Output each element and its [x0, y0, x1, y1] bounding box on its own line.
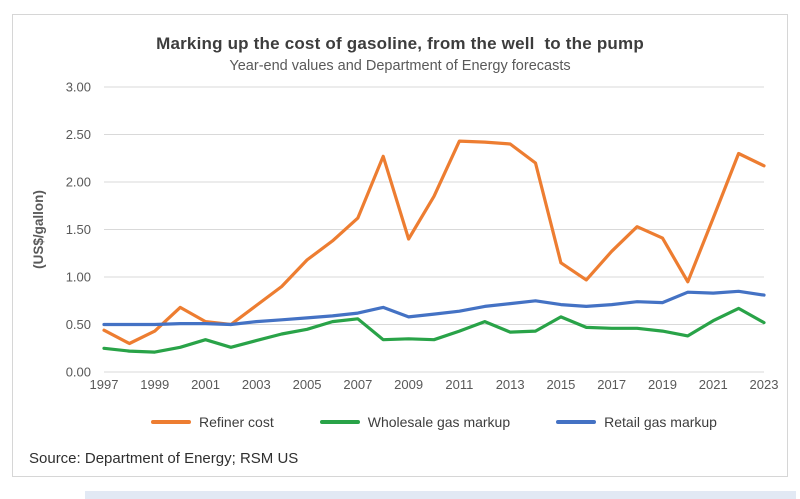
y-tick-label: 1.50	[66, 222, 91, 237]
y-tick-label: 1.00	[66, 270, 91, 285]
y-tick-label: 2.50	[66, 127, 91, 142]
x-tick-label: 2005	[293, 377, 322, 392]
line-chart-svg: 0.00 0.50 1.00 1.50 2.00 2.50 3.00 1997 1999 2001…	[31, 80, 779, 393]
x-tick-label: 2013	[496, 377, 525, 392]
series-line-wholesale-gas-markup	[102, 306, 766, 354]
x-tick-label: 2003	[242, 377, 271, 392]
x-tick-label: 2023	[750, 377, 779, 392]
chart-subtitle: Year-end values and Department of Energy…	[229, 58, 571, 74]
legend-label: Retail gas markup	[604, 414, 717, 430]
x-tick-label: 2011	[445, 377, 473, 392]
x-tick-label: 2009	[394, 377, 423, 392]
x-tick-label: 2015	[546, 377, 575, 392]
x-tick-label: 2017	[597, 377, 626, 392]
y-axis-title: (US$/gallon)	[31, 190, 46, 269]
y-tick-label: 2.00	[66, 175, 91, 190]
legend-item-wholesale-gas-markup: Wholesale gas markup	[319, 414, 511, 430]
legend-swatch	[556, 420, 597, 424]
legend-item-refiner-cost: Refiner cost	[151, 414, 274, 430]
chart-card: Marking up the cost of gasoline, from th…	[12, 14, 788, 477]
bottom-accent-bar	[85, 491, 796, 499]
source-note: Source: Department of Energy; RSM US	[29, 450, 299, 467]
x-tick-label: 2007	[343, 377, 372, 392]
legend-swatch	[319, 420, 360, 424]
legend-item-retail-gas-markup: Retail gas markup	[556, 414, 717, 430]
series-line-retail-gas-markup	[102, 289, 766, 327]
x-tick-label: 2019	[648, 377, 677, 392]
y-tick-label: 3.00	[66, 80, 91, 95]
chart-legend: Refiner cost Wholesale gas markup Retail g…	[104, 414, 764, 430]
legend-label: Wholesale gas markup	[367, 414, 511, 430]
legend-label: Refiner cost	[199, 414, 274, 430]
y-tick-label: 0.00	[66, 365, 91, 380]
x-tick-label: 1997	[90, 377, 119, 392]
x-tick-label: 2021	[699, 377, 728, 392]
x-tick-label: 2001	[191, 377, 220, 392]
x-tick-label: 1999	[140, 377, 169, 392]
y-tick-label: 0.50	[66, 317, 91, 332]
chart-title: Marking up the cost of gasoline, from th…	[156, 34, 644, 53]
legend-swatch	[151, 420, 192, 424]
